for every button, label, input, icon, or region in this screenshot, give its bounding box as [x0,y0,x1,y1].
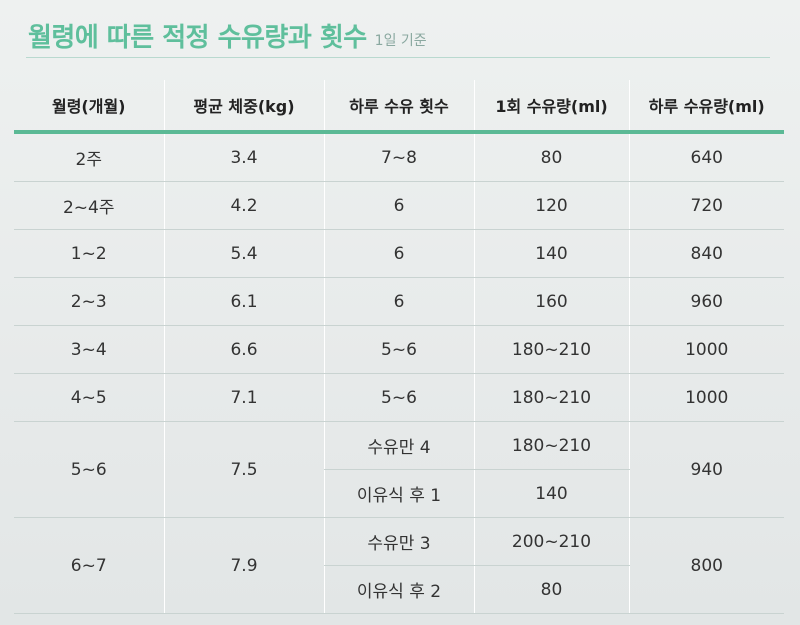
column-header-weight: 평균 체중(kg) [163,80,324,134]
cell-age: 2~3 [14,277,164,326]
cell-feeds: 6 [323,229,474,278]
cell-feeds: 이유식 후 1 [323,469,474,518]
title-row: 월령에 따른 적정 수유량과 횟수 1일 기준 [28,14,427,54]
feeding-table: 월령(개월) 평균 체중(kg) 하루 수유 횟수 1회 수유량(ml) 하루 … [14,80,784,614]
column-header-per-feed: 1회 수유량(ml) [473,80,629,134]
table-row: 5~6 7.5 수유만 4 180~210 940 [14,421,784,518]
cell-feeds: 6 [323,181,474,230]
cell-age: 5~6 [14,421,164,518]
cell-per-feed: 80 [473,132,629,182]
table-row: 1~2 5.4 6 140 840 [14,229,784,278]
cell-weight: 7.1 [163,373,324,422]
cell-weight: 6.1 [163,277,324,326]
cell-feeds: 6 [323,277,474,326]
table-header-row: 월령(개월) 평균 체중(kg) 하루 수유 횟수 1회 수유량(ml) 하루 … [14,80,784,134]
cell-per-feed: 160 [473,277,629,326]
cell-daily: 940 [628,421,784,518]
cell-daily: 800 [628,517,784,614]
table-row: 이유식 후 2 80 [14,565,784,614]
cell-per-feed: 140 [473,469,629,518]
cell-age: 2주 [14,132,164,182]
cell-feeds: 이유식 후 2 [323,565,474,614]
cell-per-feed: 180~210 [473,373,629,422]
cell-feeds: 수유만 4 [323,421,474,470]
cell-weight: 4.2 [163,181,324,230]
cell-feeds: 수유만 3 [323,517,474,566]
table-row: 3~4 6.6 5~6 180~210 1000 [14,325,784,374]
cell-age: 1~2 [14,229,164,278]
cell-age: 4~5 [14,373,164,422]
cell-weight: 3.4 [163,132,324,182]
cell-feeds: 5~6 [323,373,474,422]
cell-per-feed: 120 [473,181,629,230]
cell-daily: 960 [628,277,784,326]
cell-per-feed: 80 [473,565,629,614]
cell-feeds: 7~8 [323,132,474,182]
column-header-daily: 하루 수유량(ml) [628,80,784,134]
page-subtitle: 1일 기준 [374,33,427,49]
table-row: 4~5 7.1 5~6 180~210 1000 [14,373,784,422]
cell-daily: 840 [628,229,784,278]
cell-age: 2~4주 [14,181,164,230]
cell-daily: 640 [628,132,784,182]
table-row: 6~7 7.9 수유만 3 200~210 800 [14,517,784,614]
page-title: 월령에 따른 적정 수유량과 횟수 [28,23,367,53]
cell-per-feed: 200~210 [473,517,629,566]
cell-weight: 7.9 [163,517,324,614]
cell-per-feed: 180~210 [473,421,629,470]
cell-per-feed: 140 [473,229,629,278]
table-row: 이유식 후 1 140 [14,469,784,518]
column-header-feeds: 하루 수유 횟수 [323,80,474,134]
cell-age: 3~4 [14,325,164,374]
cell-daily: 720 [628,181,784,230]
table-row: 2주 3.4 7~8 80 640 [14,132,784,182]
cell-daily: 1000 [628,325,784,374]
cell-weight: 6.6 [163,325,324,374]
table-row: 2~3 6.1 6 160 960 [14,277,784,326]
cell-age: 6~7 [14,517,164,614]
cell-feeds: 5~6 [323,325,474,374]
column-header-age: 월령(개월) [14,80,164,134]
cell-weight: 5.4 [163,229,324,278]
title-divider [26,57,770,58]
cell-weight: 7.5 [163,421,324,518]
cell-per-feed: 180~210 [473,325,629,374]
table-row: 2~4주 4.2 6 120 720 [14,181,784,230]
cell-daily: 1000 [628,373,784,422]
